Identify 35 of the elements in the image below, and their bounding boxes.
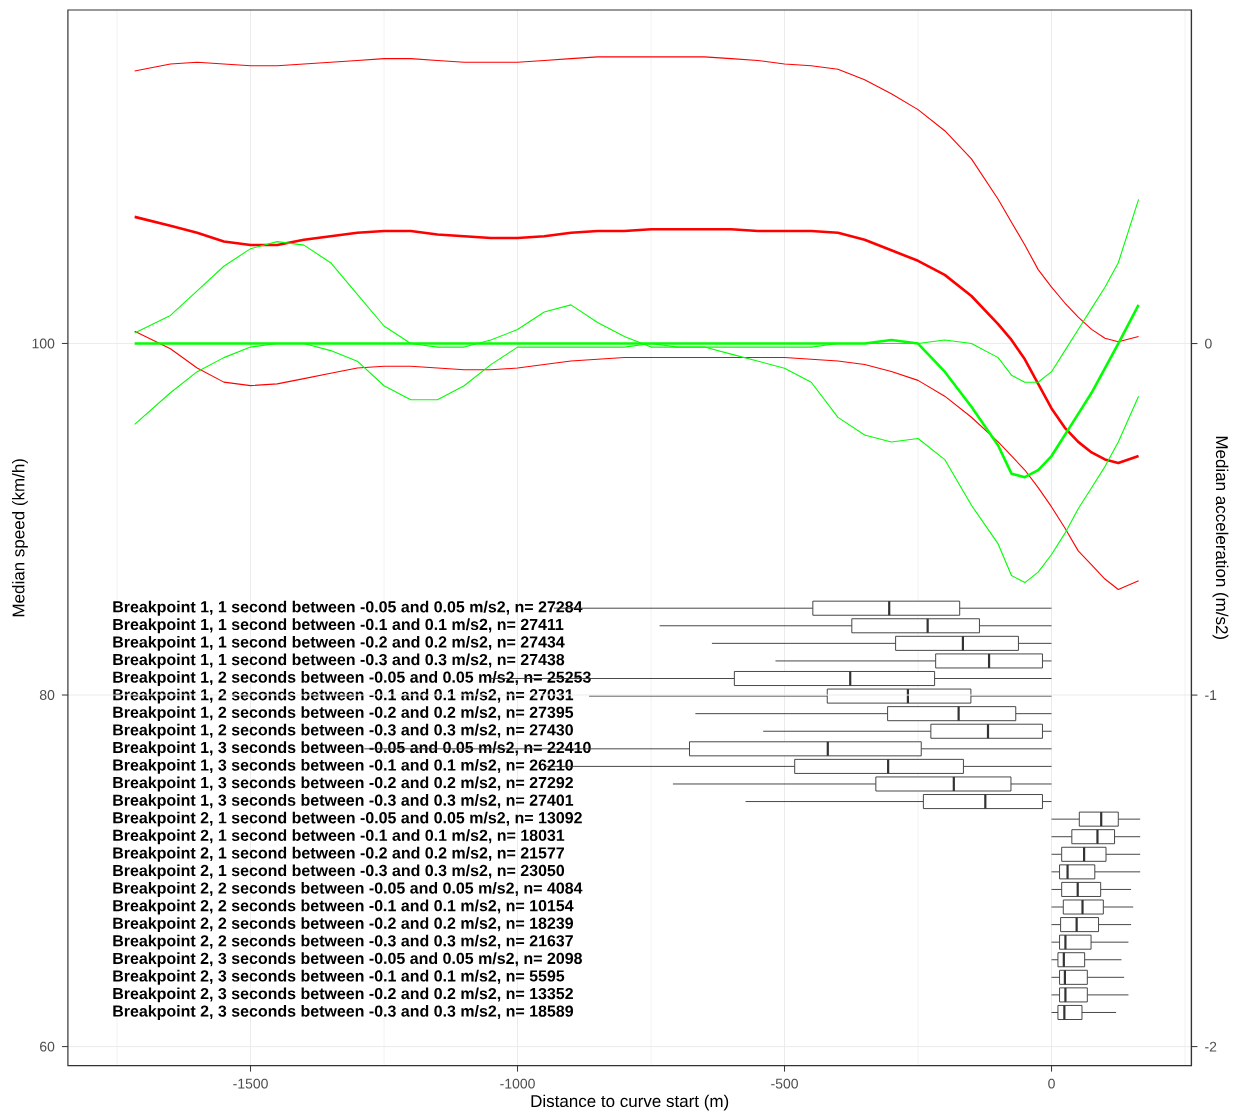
- y-axis-title: Median speed (km/h): [12, 459, 28, 617]
- y-tick-label: Breakpoint 2, 2 seconds between -0.05 and 0.05 m/s2, n= 4084: [113, 881, 583, 897]
- y-tick-label: 100: [32, 338, 55, 349]
- y-tick-label: Breakpoint 2, 2 seconds between -0.1 and 0.1 m/s2, n= 10154: [113, 899, 574, 915]
- y-tick-label: 80: [39, 690, 55, 700]
- x-tick-label: -500: [771, 1078, 798, 1089]
- y-tick-label: Breakpoint 1, 1 second between -0.3 and 0.3 m/s2, n= 27438: [113, 653, 565, 669]
- y-tick-label: Breakpoint 2, 1 second between -0.1 and 0.1 m/s2, n= 18031: [113, 829, 565, 845]
- y2-tick-label: -2: [1205, 1041, 1217, 1052]
- y-tick-label: Breakpoint 2, 1 second between -0.05 and 0.05 m/s2, n= 13092: [113, 811, 582, 827]
- y2-tick-label: -1: [1205, 690, 1217, 700]
- y-tick-label: Breakpoint 1, 1 second between -0.05 and 0.05 m/s2, n= 27284: [113, 600, 583, 616]
- x-tick-label: 0: [1048, 1078, 1055, 1089]
- y-tick-label: Breakpoint 1, 2 seconds between -0.2 and 0.2 m/s2, n= 27395: [113, 706, 574, 722]
- y-tick-label: Breakpoint 1, 1 second between -0.2 and 0.2 m/s2, n= 27434: [113, 635, 565, 651]
- y-tick-label: Breakpoint 2, 3 seconds between -0.05 and 0.05 m/s2, n= 2098: [113, 952, 582, 968]
- y-tick-label: Breakpoint 2, 3 seconds between -0.1 and 0.1 m/s2, n= 5595: [113, 969, 565, 985]
- y-tick-label: Breakpoint 1, 2 seconds between -0.1 and 0.1 m/s2, n= 27031: [113, 688, 574, 704]
- x-tick-label: -1000: [500, 1078, 535, 1089]
- y-tick-label: Breakpoint 2, 1 second between -0.2 and 0.2 m/s2, n= 21577: [113, 846, 565, 862]
- y-tick-label: Breakpoint 2, 3 seconds between -0.3 and 0.3 m/s2, n= 18589: [113, 1004, 574, 1020]
- y-tick-label: Breakpoint 1, 3 seconds between -0.2 and 0.2 m/s2, n= 27292: [113, 776, 573, 792]
- y2-axis-title: Median acceleration (m/s2): [1212, 436, 1229, 640]
- x-tick-label: -1500: [233, 1078, 268, 1089]
- y2-tick-label: 0: [1205, 338, 1212, 349]
- y-tick-label: 60: [40, 1041, 55, 1052]
- y-tick-label: Breakpoint 2, 1 second between -0.3 and 0.3 m/s2, n= 23050: [113, 864, 565, 880]
- x-axis-title: Distance to curve start (m): [531, 1094, 729, 1111]
- y-tick-label: Breakpoint 2, 2 seconds between -0.3 and 0.3 m/s2, n= 21637: [113, 934, 573, 950]
- y-tick-label: Breakpoint 1, 2 seconds between -0.3 and 0.3 m/s2, n= 27430: [113, 723, 573, 739]
- y-tick-label: Breakpoint 2, 3 seconds between -0.2 and 0.2 m/s2, n= 13352: [113, 987, 573, 1003]
- y-tick-label: Breakpoint 1, 1 second between -0.1 and 0.1 m/s2, n= 27411: [113, 618, 564, 634]
- y-tick-label: Breakpoint 1, 3 seconds between -0.05 and 0.05 m/s2, n= 22410: [113, 741, 591, 757]
- y-tick-label: Breakpoint 2, 2 seconds between -0.2 and 0.2 m/s2, n= 18239: [113, 917, 574, 932]
- y-tick-label: Breakpoint 1, 3 seconds between -0.3 and 0.3 m/s2, n= 27401: [113, 794, 574, 809]
